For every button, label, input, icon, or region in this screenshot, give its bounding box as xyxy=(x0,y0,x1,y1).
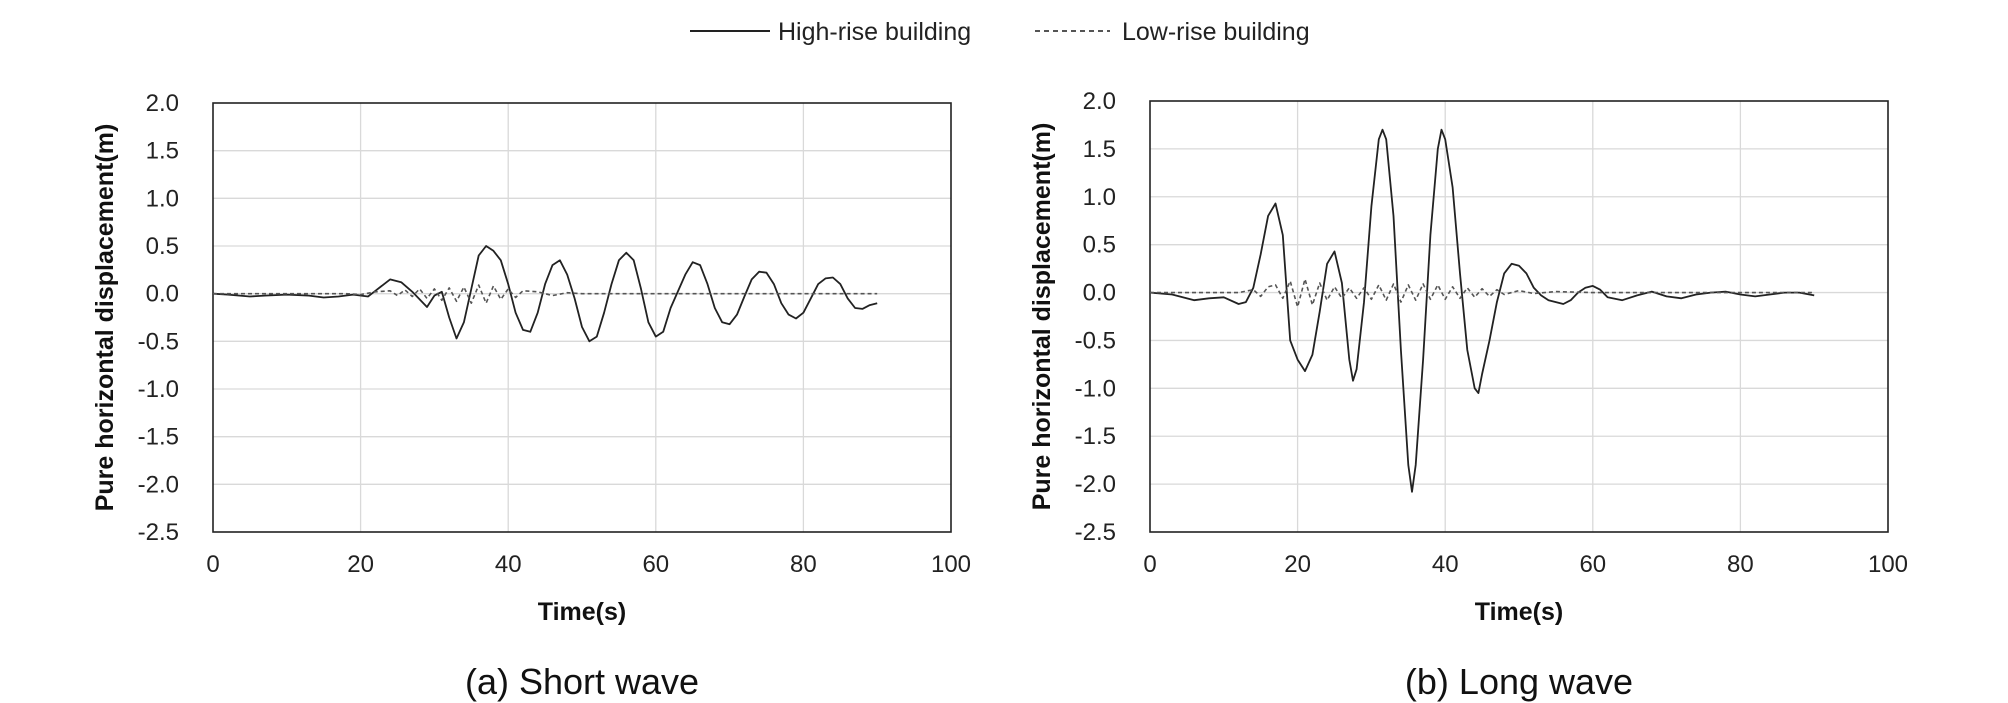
plot-frame-short-wave xyxy=(212,102,952,533)
x-axis-title-long-wave: Time(s) xyxy=(1475,598,1563,626)
xtick-label-short-wave: 20 xyxy=(347,551,374,578)
chart-long-wave: 2.0 1.5 1.0 0.5 0.0 -0.5 -1.0 -1.5 -2.0 -2.5 0 20 40… xyxy=(1028,88,1908,702)
series-line-low-rise-long-wave xyxy=(1150,278,1815,308)
ytick-label-long-wave: 1.0 xyxy=(1083,184,1116,211)
ytick-label-short-wave: 0.0 xyxy=(146,281,179,308)
xtick-label-short-wave: 0 xyxy=(206,551,219,578)
y-axis-title-short-wave: Pure horizontal displacement(m) xyxy=(91,124,119,512)
ytick-label-long-wave: -2.5 xyxy=(1075,519,1116,546)
ytick-label-short-wave: 1.5 xyxy=(146,138,179,165)
ytick-label-short-wave: -0.5 xyxy=(138,328,179,355)
chart-short-wave: 2.0 1.5 1.0 0.5 0.0 -0.5 -1.0 -1.5 -2.0 -2.5 0 20 40… xyxy=(91,90,971,702)
ytick-label-long-wave: -1.0 xyxy=(1075,375,1116,402)
caption-long-wave: (b) Long wave xyxy=(1405,661,1633,702)
xtick-label-long-wave: 60 xyxy=(1579,551,1606,578)
legend: High-rise building Low-rise building xyxy=(690,18,1310,46)
ytick-label-long-wave: 0.0 xyxy=(1083,280,1116,307)
xtick-label-short-wave: 60 xyxy=(642,551,669,578)
ytick-label-short-wave: 1.0 xyxy=(146,185,179,212)
xtick-label-long-wave: 20 xyxy=(1284,551,1311,578)
y-axis-title-long-wave: Pure horizontal displacement(m) xyxy=(1028,123,1056,511)
ytick-label-short-wave: -1.0 xyxy=(138,376,179,403)
xtick-label-long-wave: 80 xyxy=(1727,551,1754,578)
xtick-label-long-wave: 100 xyxy=(1868,551,1908,578)
caption-short-wave: (a) Short wave xyxy=(465,661,699,702)
ytick-label-long-wave: -1.5 xyxy=(1075,423,1116,450)
xtick-label-long-wave: 40 xyxy=(1432,551,1459,578)
legend-label-high-rise: High-rise building xyxy=(778,18,971,46)
ytick-label-long-wave: 2.0 xyxy=(1083,88,1116,115)
xtick-label-short-wave: 40 xyxy=(495,551,522,578)
xtick-label-long-wave: 0 xyxy=(1143,551,1156,578)
xtick-label-short-wave: 100 xyxy=(931,551,971,578)
ytick-label-long-wave: -2.0 xyxy=(1075,471,1116,498)
ytick-label-long-wave: -0.5 xyxy=(1075,327,1116,354)
legend-label-low-rise: Low-rise building xyxy=(1122,18,1310,46)
plot-frame-long-wave xyxy=(1149,100,1889,533)
ytick-label-short-wave: -2.5 xyxy=(138,519,179,546)
x-axis-title-short-wave: Time(s) xyxy=(538,598,626,626)
ytick-label-short-wave: -2.0 xyxy=(138,471,179,498)
series-line-high-rise-long-wave xyxy=(1149,128,1815,493)
ytick-label-long-wave: 0.5 xyxy=(1083,232,1116,259)
ytick-label-short-wave: 2.0 xyxy=(146,90,179,117)
series-line-high-rise-short-wave xyxy=(212,245,878,343)
ytick-label-long-wave: 1.5 xyxy=(1083,136,1116,163)
xtick-label-short-wave: 80 xyxy=(790,551,817,578)
ytick-label-short-wave: 0.5 xyxy=(146,233,179,260)
ytick-label-short-wave: -1.5 xyxy=(138,424,179,451)
